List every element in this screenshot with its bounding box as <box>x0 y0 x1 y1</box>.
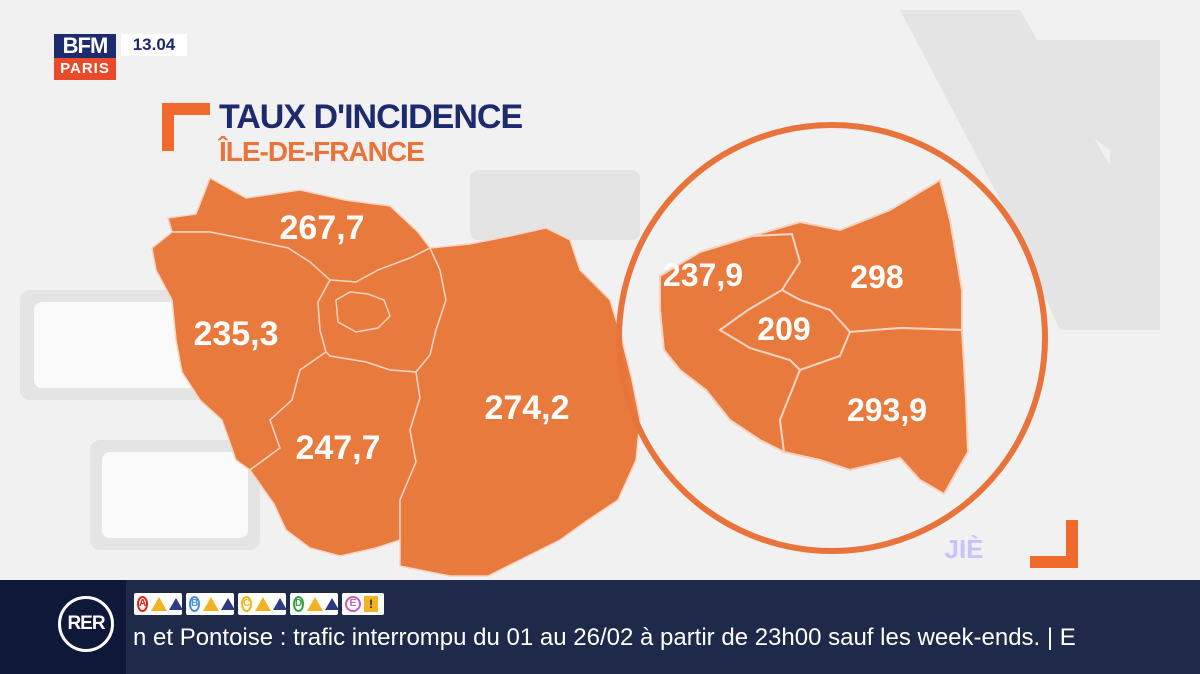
background-letterforms <box>20 10 1160 550</box>
alert-icon: ! <box>364 596 378 612</box>
warning-icon <box>151 597 168 611</box>
ticker-message: n et Pontoise : trafic interrompu du 01 … <box>133 624 1076 651</box>
ticker-badge-area: RER <box>0 580 126 674</box>
warning-icon <box>255 597 272 611</box>
line-a-status: A <box>134 593 184 615</box>
label-paris: 209 <box>757 311 810 347</box>
graphic-subtitle: ÎLE-DE-FRANCE <box>219 136 425 167</box>
label-val-de-marne: 293,9 <box>847 392 927 428</box>
line-letter: E <box>345 596 361 612</box>
rer-icon: RER <box>58 596 114 652</box>
worker-icon <box>325 598 340 610</box>
logo-wordmark: BFM <box>54 34 116 58</box>
ile-de-france-map: 267,7 235,3 247,7 274,2 <box>151 176 641 577</box>
logo-city: PARIS <box>54 58 116 80</box>
title-corner-mark-icon <box>162 103 210 151</box>
warning-icon <box>203 597 220 611</box>
rer-lines-status: A B C D E ! <box>134 593 388 617</box>
label-seine-saint-denis: 298 <box>850 259 903 295</box>
inset-val-de-marne <box>778 326 970 496</box>
label-val-doise: 267,7 <box>279 209 364 247</box>
petite-couronne-inset: 237,9 298 209 293,9 <box>616 122 1048 554</box>
channel-logo: BFM PARIS <box>54 34 116 82</box>
worker-icon <box>169 598 184 610</box>
label-hauts-de-seine: 237,9 <box>663 257 743 293</box>
line-letter: D <box>293 596 305 612</box>
region-seine-et-marne <box>399 227 641 577</box>
label-seine-et-marne: 274,2 <box>484 389 569 427</box>
label-essonne: 247,7 <box>295 429 380 467</box>
corner-tag: JIÈ <box>944 534 984 564</box>
line-e-status: E ! <box>342 593 384 615</box>
clock: 13.04 <box>121 34 187 56</box>
warning-icon <box>307 597 324 611</box>
label-yvelines: 235,3 <box>193 315 278 353</box>
region-paris <box>335 291 391 333</box>
bottom-corner-mark-icon <box>1030 520 1078 568</box>
incidence-map: 267,7 235,3 247,7 274,2 237,9 298 209 29… <box>151 122 1048 577</box>
line-letter: C <box>241 596 253 612</box>
graphic-title: TAUX D'INCIDENCE <box>219 98 523 136</box>
region-essonne <box>248 351 421 557</box>
line-b-status: B <box>186 593 236 615</box>
line-d-status: D <box>290 593 340 615</box>
line-letter: A <box>137 596 149 612</box>
line-c-status: C <box>238 593 288 615</box>
worker-icon <box>221 598 236 610</box>
line-letter: B <box>189 596 201 612</box>
worker-icon <box>273 598 288 610</box>
